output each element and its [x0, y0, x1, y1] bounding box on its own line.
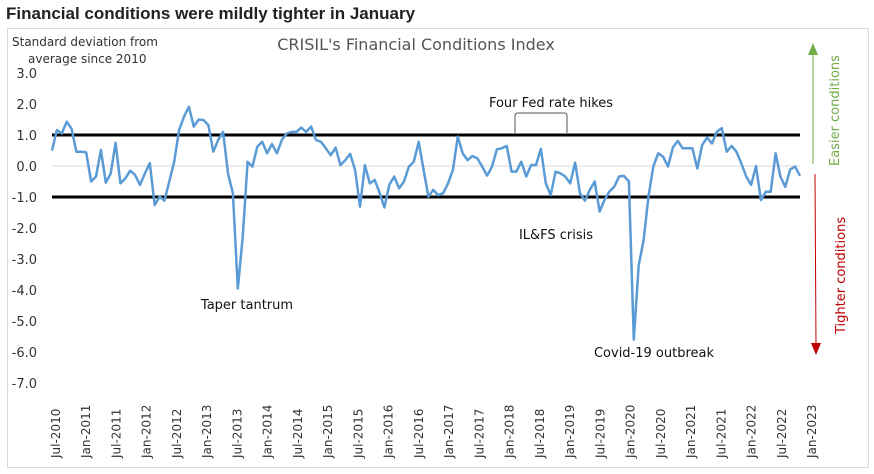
y-axis-label-line1: Standard deviation from [12, 35, 158, 49]
easier-arrow [808, 43, 818, 164]
x-tick-label: Jul-2017 [472, 409, 486, 459]
x-tick-label: Jan-2011 [79, 405, 93, 459]
x-tick-label: Jul-2019 [593, 409, 607, 459]
x-tick-label: Jul-2012 [170, 409, 184, 459]
x-tick-label: Jan-2023 [805, 405, 819, 459]
arrow-up-icon [808, 43, 818, 55]
x-tick-label: Jul-2013 [230, 409, 244, 459]
x-tick-label: Jul-2021 [714, 409, 728, 459]
x-tick-label: Jul-2011 [109, 409, 123, 459]
x-tick-label: Jul-2016 [412, 409, 426, 459]
y-axis-label-line2: average since 2010 [28, 52, 146, 66]
x-tick-label: Jan-2015 [321, 405, 335, 459]
x-tick-label: Jan-2019 [563, 405, 577, 459]
y-tick-label: 0.0 [16, 160, 37, 175]
x-tick-label: Jan-2017 [442, 405, 456, 459]
x-tick-label: Jul-2010 [49, 409, 63, 459]
chart-title: CRISIL's Financial Conditions Index [277, 35, 555, 54]
annotation-taper-tantrum: Taper tantrum [200, 298, 293, 313]
page-title: Financial conditions were mildly tighter… [6, 4, 416, 23]
x-tick-label: Jan-2022 [745, 405, 759, 459]
annotation-covid-outbreak: Covid-19 outbreak [594, 346, 715, 361]
tighter-arrow [811, 173, 821, 355]
x-tick-label: Jan-2013 [200, 405, 214, 459]
y-tick-label: -6.0 [12, 346, 37, 361]
chart-frame [7, 28, 869, 468]
y-tick-label: -4.0 [12, 284, 37, 299]
x-tick-label: Jan-2016 [382, 405, 396, 459]
x-tick-label: Jan-2020 [624, 405, 638, 459]
y-tick-label: -2.0 [12, 222, 37, 237]
y-tick-label: 2.0 [16, 98, 37, 113]
y-tick-label: -7.0 [12, 377, 37, 392]
y-tick-label: 1.0 [16, 129, 37, 144]
x-tick-label: Jan-2018 [503, 405, 517, 459]
fed-hikes-bracket [514, 112, 568, 133]
x-tick-label: Jul-2022 [775, 409, 789, 459]
series-line-fci [50, 105, 802, 341]
arrow-down-icon [811, 343, 821, 355]
annotation-ilfs-crisis: IL&FS crisis [519, 228, 593, 243]
x-tick-label: Jan-2021 [684, 405, 698, 459]
x-tick-label: Jan-2014 [261, 405, 275, 459]
y-tick-label: 3.0 [16, 67, 37, 82]
y-tick-label: -1.0 [12, 191, 37, 206]
tighter-conditions-label: Tighter conditions [834, 217, 849, 335]
x-tick-label: Jul-2014 [291, 409, 305, 459]
x-tick-label: Jul-2018 [533, 409, 547, 459]
y-tick-label: -3.0 [12, 253, 37, 268]
easier-conditions-label: Easier conditions [828, 55, 843, 166]
x-tick-label: Jul-2015 [351, 409, 365, 459]
annotation-fed-hikes: Four Fed rate hikes [489, 96, 613, 111]
y-tick-label: -5.0 [12, 315, 37, 330]
x-tick-label: Jan-2012 [140, 405, 154, 459]
x-tick-label: Jul-2020 [654, 409, 668, 459]
